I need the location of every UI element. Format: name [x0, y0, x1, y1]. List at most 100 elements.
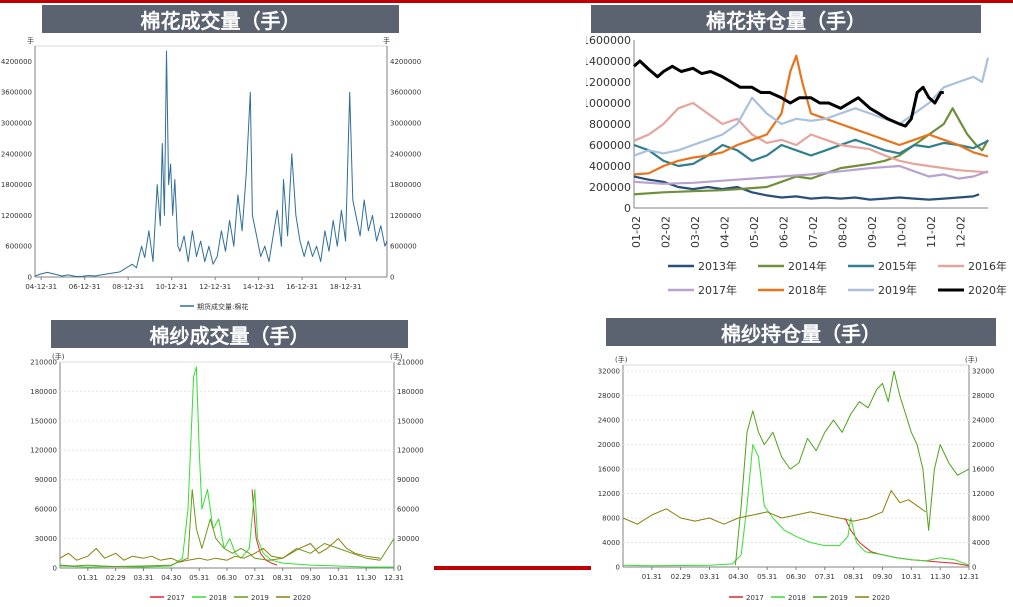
y-tick-label-right: 8000: [972, 514, 990, 522]
y-tick-label-right: 4000: [972, 539, 990, 547]
cotton-oi-title: 棉花持仓量（手）: [591, 5, 981, 33]
series-line-2020年: [632, 59, 944, 128]
yarn-oi-title: 棉纱持仓量（手）: [606, 318, 996, 346]
legend-label: 2017: [167, 594, 185, 602]
legend-label: 2016年: [968, 259, 1006, 273]
plot-frame: [34, 45, 388, 278]
legend-label: 2020: [872, 594, 890, 602]
x-tick-label: 14-12-31: [243, 283, 275, 291]
y-tick-label-left: 600000: [5, 243, 32, 251]
unit-label-left: (手): [615, 355, 628, 364]
series-line-2017年: [633, 164, 989, 185]
series-line-2019年: [633, 57, 990, 157]
y-tick-label-left: 0: [624, 202, 631, 215]
top-accent-line: [0, 0, 1013, 3]
unit-label-right: (手): [390, 352, 403, 361]
legend-label: 2019年: [878, 283, 917, 297]
y-tick-label-left: 30000: [35, 535, 57, 543]
y-tick-label-right: 60000: [397, 506, 419, 514]
y-tick-label-left: 16000: [598, 466, 620, 474]
unit-label-right: 手: [383, 36, 390, 45]
y-tick-label-right: 3600000: [390, 89, 421, 97]
x-tick-label: 12.31: [384, 574, 404, 582]
x-tick-label: 01-02: [630, 216, 643, 248]
y-tick-label-right: 4200000: [390, 58, 421, 66]
x-tick-label: 07-02: [807, 216, 820, 248]
y-tick-label-left: 1800000: [1, 181, 32, 189]
y-tick-label-right: 2400000: [390, 150, 421, 158]
y-tick-label-right: 0: [390, 273, 394, 281]
y-tick-label-right: 150000: [397, 417, 424, 425]
y-tick-label-left: 24000: [598, 417, 620, 425]
x-tick-label: 11.30: [930, 573, 950, 581]
y-tick-label-right: 24000: [972, 417, 994, 425]
y-tick-label-right: 120000: [397, 447, 424, 455]
x-tick-label: 12-02: [954, 216, 967, 248]
legend-label: 2018: [788, 594, 806, 602]
y-tick-label-left: 3600000: [1, 89, 32, 97]
x-tick-label: 02-02: [659, 216, 672, 248]
y-tick-label-left: 4000: [602, 539, 620, 547]
y-tick-label-right: 28000: [972, 392, 994, 400]
x-tick-label: 16-12-31: [286, 283, 318, 291]
y-tick-label-right: 0: [972, 563, 976, 571]
x-tick-label: 03.31: [699, 573, 719, 581]
y-tick-label-right: 600000: [390, 243, 417, 251]
y-tick-label-left: 200000: [589, 181, 631, 194]
unit-label-left: (手): [52, 352, 65, 361]
y-tick-label-right: 210000: [397, 358, 424, 366]
y-tick-label-right: 12000: [972, 490, 994, 498]
y-tick-label-left: 0: [53, 564, 57, 572]
x-tick-label: 11-02: [925, 216, 938, 248]
x-tick-label: 01.31: [78, 574, 98, 582]
legend-label: 2019: [251, 594, 269, 602]
x-tick-label: 07.31: [245, 574, 265, 582]
y-tick-label-left: 32000: [598, 368, 620, 376]
legend-label: 2019: [830, 594, 848, 602]
x-tick-label: 10.31: [901, 573, 921, 581]
y-tick-label-left: 2400000: [1, 150, 32, 158]
cotton-volume-chart: 0 0 600000 600000 1200000 1200000 1800000 18000…: [1, 36, 421, 311]
x-tick-label: 06-12-31: [69, 283, 101, 291]
legend-label: 期货成交量:棉花: [197, 302, 248, 311]
y-tick-label-left: 210000: [30, 358, 57, 366]
x-tick-label: 03-02: [689, 216, 702, 248]
series-line-2018: [59, 366, 394, 568]
y-tick-label-left: 1600000: [586, 34, 631, 47]
x-tick-label: 12.31: [959, 573, 979, 581]
y-tick-label-right: 3000000: [390, 119, 421, 127]
x-tick-label: 09.30: [300, 574, 320, 582]
series-line-2017: [251, 489, 278, 566]
series-line-2016年: [633, 101, 989, 174]
y-tick-label-left: 1200000: [1, 212, 32, 220]
y-tick-label-left: 1200000: [586, 76, 631, 89]
series-line-2013年: [633, 175, 980, 201]
x-tick-label: 08-02: [836, 216, 849, 248]
x-tick-label: 09-02: [866, 216, 879, 248]
y-tick-label-left: 28000: [598, 392, 620, 400]
y-tick-label-right: 16000: [972, 466, 994, 474]
legend-label: 2020年: [968, 283, 1006, 297]
x-tick-label: 06-02: [777, 216, 790, 248]
y-tick-label-left: 600000: [589, 139, 631, 152]
x-tick-label: 04.30: [161, 574, 181, 582]
cotton-oi-chart: 0 200000 400000 600000 800000 1000000 1200000 1…: [586, 34, 1006, 297]
y-tick-label-left: 20000: [598, 441, 620, 449]
x-tick-label: 10-12-31: [156, 283, 188, 291]
legend-label: 2018: [209, 594, 227, 602]
y-tick-label-left: 120000: [30, 447, 57, 455]
series-line-2020: [59, 538, 381, 563]
x-tick-label: 02.29: [106, 574, 126, 582]
x-tick-label: 08.31: [844, 573, 864, 581]
y-tick-label-left: 60000: [35, 506, 57, 514]
y-tick-label-right: 20000: [972, 441, 994, 449]
y-tick-label-left: 180000: [30, 388, 57, 396]
y-tick-label-left: 4200000: [1, 58, 32, 66]
y-tick-label-left: 0: [616, 563, 620, 571]
legend-label: 2014年: [788, 259, 827, 273]
middle-accent-line: [434, 566, 591, 570]
y-tick-label-left: 1400000: [586, 55, 631, 68]
yarn-volume-title: 棉纱成交量（手）: [51, 320, 408, 348]
y-tick-label-right: 30000: [397, 535, 419, 543]
y-tick-label-left: 400000: [589, 160, 631, 173]
